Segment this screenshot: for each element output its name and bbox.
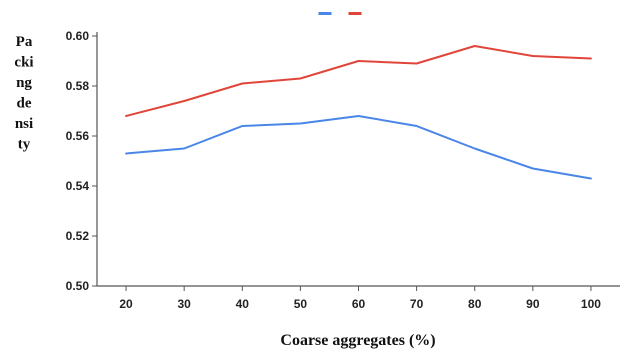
x-tick-label: 80 [468, 297, 482, 311]
y-label-line: Pa [16, 34, 33, 50]
series-line-2 [125, 45, 592, 117]
y-tick-label: 0.54 [66, 179, 90, 193]
x-tick-label: 40 [236, 297, 250, 311]
y-label-line: cki [14, 55, 33, 71]
y-tick-label: 0.56 [66, 129, 90, 143]
y-label-line: nsi [15, 116, 33, 132]
x-tick-label: 100 [581, 297, 601, 311]
y-tick-label: 0.60 [66, 29, 90, 43]
x-tick-label: 70 [410, 297, 424, 311]
legend-swatch-1 [318, 12, 332, 15]
legend-swatch-2 [348, 12, 362, 15]
y-tick-label: 0.52 [66, 229, 90, 243]
y-tick-label: 0.58 [66, 79, 90, 93]
y-axis-label: Pa cki ng de nsi ty [14, 34, 33, 153]
x-axis-label: Coarse aggregates (%) [280, 332, 435, 349]
y-label-line: ng [16, 75, 32, 91]
y-axis-ticks: 0.50 0.52 0.54 0.56 0.58 0.60 [66, 29, 97, 293]
y-label-line: ty [18, 137, 31, 153]
series-lines [125, 45, 592, 180]
series-line-1 [125, 115, 592, 180]
x-tick-label: 50 [294, 297, 308, 311]
x-tick-label: 60 [352, 297, 366, 311]
x-tick-label: 20 [119, 297, 133, 311]
x-axis-ticks: 20 30 40 50 60 70 80 90 100 [119, 286, 601, 311]
x-tick-label: 90 [526, 297, 540, 311]
y-label-line: de [17, 96, 32, 112]
axes [96, 32, 620, 287]
y-tick-label: 0.50 [66, 279, 90, 293]
legend [318, 12, 362, 15]
x-tick-label: 30 [177, 297, 191, 311]
